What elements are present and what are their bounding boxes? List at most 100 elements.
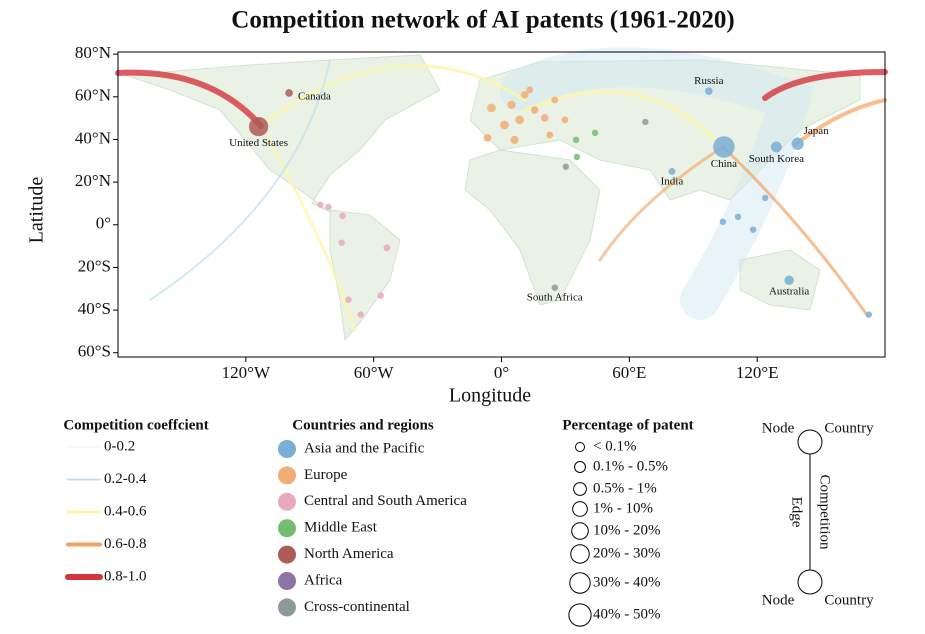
diagram-label: Node <box>762 592 795 608</box>
node <box>377 292 384 299</box>
legend-title: Percentage of patent <box>562 417 693 433</box>
node <box>762 194 769 202</box>
node <box>713 136 735 158</box>
node <box>734 213 742 221</box>
x-tick-label: 120°E <box>736 363 779 382</box>
legend-label: Africa <box>304 572 343 588</box>
node <box>572 136 580 144</box>
legend-swatch <box>278 466 296 485</box>
y-tick-label: 0° <box>96 214 111 233</box>
y-tick-label: 40°N <box>75 128 111 147</box>
node-label: Australia <box>769 285 809 297</box>
node <box>668 168 676 175</box>
legend-swatch <box>572 501 588 517</box>
y-tick-label: 40°S <box>78 299 111 318</box>
y-tick-label: 60°N <box>75 86 111 105</box>
node <box>770 141 782 153</box>
diagram-node <box>797 569 823 595</box>
continent <box>464 149 601 306</box>
continent <box>739 249 821 311</box>
node <box>865 311 873 318</box>
node <box>551 284 558 291</box>
legend-label: North America <box>304 546 394 562</box>
edge <box>762 69 888 101</box>
legend-swatch <box>575 442 585 452</box>
y-tick-label: 20°N <box>75 171 111 190</box>
edge <box>259 124 357 332</box>
legend-label: 10% - 20% <box>593 522 661 538</box>
node <box>546 131 554 139</box>
legend-title: Competition coeffcient <box>63 417 208 433</box>
node <box>705 87 713 95</box>
y-axis-label: Latitude <box>26 177 48 244</box>
edges <box>115 47 888 332</box>
node-label: Russia <box>694 75 723 87</box>
legend-swatch <box>569 572 591 594</box>
node <box>285 89 293 97</box>
node <box>487 103 496 113</box>
edge <box>115 69 264 129</box>
legend-label: Central and South America <box>304 493 467 509</box>
node <box>526 86 534 94</box>
legend-label: Cross-continental <box>304 599 410 615</box>
legend-swatch <box>278 598 296 617</box>
edge <box>598 145 725 262</box>
node <box>540 114 549 122</box>
legend-label: 0.5% - 1% <box>593 480 657 496</box>
node <box>591 129 599 137</box>
y-tick-label: 60°S <box>78 342 111 361</box>
legend-swatch <box>278 492 296 511</box>
legend-label: 0.2-0.4 <box>104 471 147 487</box>
legend-label: 40% - 50% <box>593 606 661 622</box>
node-label: South Africa <box>527 291 583 303</box>
nodes: Russia China South Korea Japan India Australi… <box>229 75 873 318</box>
node <box>562 163 570 170</box>
node-label: Japan <box>804 125 830 137</box>
legend-swatch <box>570 544 590 564</box>
node <box>339 212 346 220</box>
diagram-label: Country <box>824 592 874 608</box>
legend-swatch <box>278 519 296 538</box>
node-label: India <box>661 175 684 187</box>
node <box>515 115 524 125</box>
node <box>248 117 269 137</box>
legend-label: 30% - 40% <box>593 574 661 590</box>
x-tick-label: 60°W <box>354 363 395 382</box>
node <box>510 135 519 144</box>
legend-swatch <box>568 603 592 627</box>
legend-label: 0-0.2 <box>104 438 135 454</box>
edge <box>149 59 331 301</box>
node <box>791 137 804 150</box>
continent <box>124 54 441 213</box>
node <box>483 134 492 142</box>
legend-label: Asia and the Pacific <box>304 440 425 456</box>
node <box>338 239 345 246</box>
node <box>551 96 559 104</box>
node <box>500 120 509 130</box>
basemap <box>124 54 861 342</box>
node <box>642 118 649 126</box>
y-tick-label: 80°N <box>75 43 111 62</box>
node <box>383 244 391 252</box>
legend-swatch <box>573 482 587 496</box>
node <box>573 153 581 161</box>
node <box>719 218 727 225</box>
diagram-node <box>797 429 823 455</box>
node <box>749 226 757 233</box>
y-tick-label: 20°S <box>78 256 111 275</box>
x-tick-label: 0° <box>494 363 509 382</box>
legend-title: Countries and regions <box>292 417 434 433</box>
legend-label: 0.6-0.8 <box>104 536 147 552</box>
legend-swatch <box>278 545 296 564</box>
x-tick-label: 60°E <box>612 363 646 382</box>
node <box>507 100 516 109</box>
legend-label: < 0.1% <box>593 438 636 454</box>
legend-label: Europe <box>304 467 348 483</box>
node-label: China <box>711 158 737 170</box>
diagram: Node Country Node Country Competition Ed… <box>762 420 874 608</box>
legend-label: 0.1% - 0.5% <box>593 458 668 474</box>
node-label: Canada <box>298 90 331 102</box>
node <box>561 116 569 124</box>
edge <box>259 64 527 128</box>
